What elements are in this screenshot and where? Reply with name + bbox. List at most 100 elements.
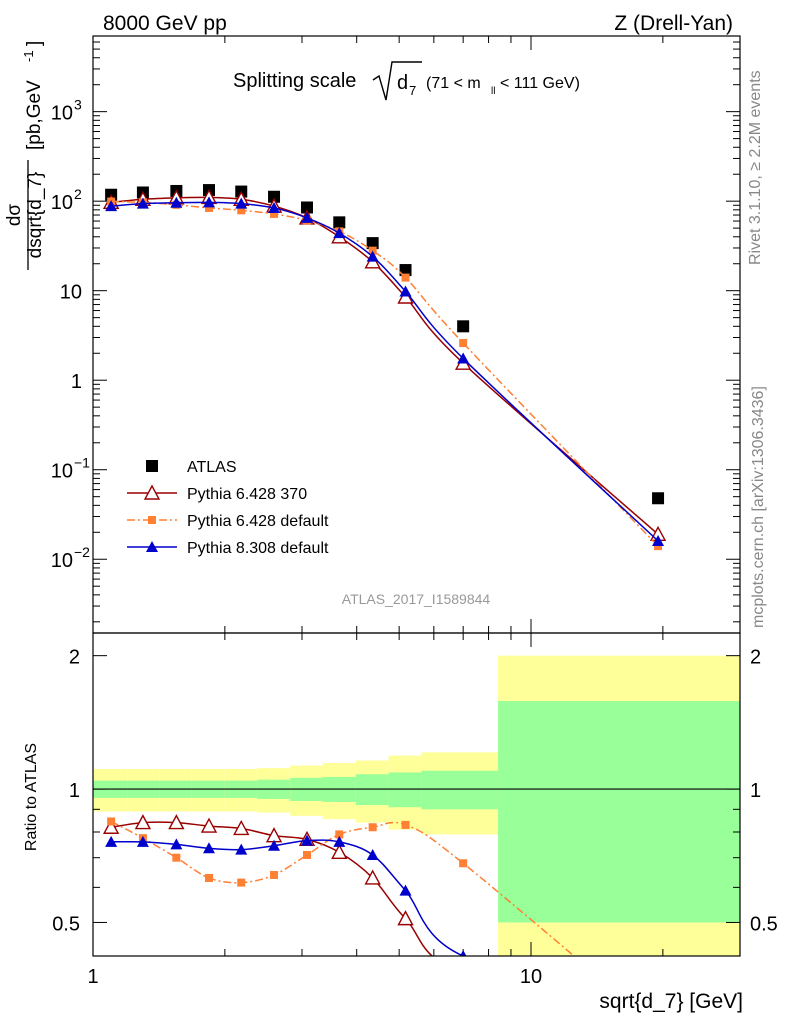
x-axis-label: sqrt{d_7} [GeV] (599, 990, 743, 1013)
range-sub: ll (491, 86, 495, 97)
range-post: < 111 GeV) (500, 75, 580, 92)
y-label-num: dσ (4, 204, 25, 227)
ratio-1-point-2 (172, 853, 181, 862)
series-0-point-10 (457, 320, 470, 333)
legend-marker-1 (143, 484, 161, 500)
band-green-11 (498, 701, 740, 923)
series-3-point-10 (457, 352, 470, 364)
ratio-0-point-4 (233, 819, 250, 836)
series-0-point-6 (300, 201, 313, 214)
y-label-unit-close: ] (24, 41, 45, 46)
ratio-1-point-7 (335, 830, 344, 839)
y-tick-label-main-0: 10 (51, 550, 73, 572)
ratio-1-point-8 (368, 823, 377, 832)
y-tick-label-main-1: 10 (51, 461, 73, 483)
y-tick-label-main-exp-1: −1 (74, 455, 90, 471)
ratio-1-point-3 (204, 873, 213, 882)
series-3-point-5 (268, 201, 281, 213)
series-2-point-4 (237, 206, 246, 215)
y-tick-label-ratio-right-2: 2 (750, 647, 761, 669)
series-3-point-3 (202, 196, 215, 208)
plot-title: Splitting scale d 7 (71 < m ll < 111 GeV… (233, 61, 580, 101)
ratio-2-point-4 (235, 843, 248, 855)
ratio-1-point-6 (302, 850, 311, 859)
y-tick-label-ratio-left-0: 0.5 (52, 913, 80, 935)
x-tick-label-0: 1 (87, 966, 98, 988)
mcplots-label: mcplots.cern.ch [arXiv:1306.3436] (750, 386, 767, 628)
plot-title-main: Splitting scale (233, 70, 356, 92)
series-3-point-4 (235, 197, 248, 209)
ratio-2-point-0 (105, 835, 118, 847)
ratio-1-point-4 (237, 878, 246, 887)
ratio-2-point-8 (366, 848, 379, 860)
ratio-series-clipped (102, 814, 576, 956)
ratio-2-point-3 (202, 842, 215, 854)
ratio-uncertainty-bands (93, 655, 740, 956)
ratio-0-point-8 (364, 869, 381, 885)
y-label-unit: [pb,GeV (24, 80, 45, 150)
y-tick-label-main-4: 10 (51, 192, 73, 214)
y-tick-label-main-3: 10 (60, 282, 82, 304)
series-0-point-5 (268, 190, 281, 203)
y-tick-label-ratio-left-1: 1 (69, 780, 80, 802)
series-0-point-7 (333, 216, 346, 229)
x-tick-label-1: 10 (520, 966, 542, 988)
sqrt-sub: 7 (409, 83, 416, 98)
series-3-point-2 (170, 196, 183, 208)
ratio-0-point-9 (397, 910, 414, 926)
series-2-point-10 (459, 339, 468, 348)
legend-label-2: Pythia 6.428 default (187, 513, 329, 530)
y-axis-label-top: dσ dsqrt{d_7} [pb,GeV -1 ] (4, 41, 46, 270)
ratio-plot-frame (92, 632, 741, 957)
y-tick-label-ratio-right-1: 1 (750, 780, 761, 802)
series-3-point-6 (300, 211, 313, 223)
range-pre: (71 < m (426, 75, 481, 92)
y-tick-label-main-exp-5: 3 (74, 97, 82, 113)
ratio-2-point-5 (268, 839, 281, 851)
series-2-point-11 (654, 542, 663, 551)
ratio-2-point-2 (170, 838, 183, 850)
series-3-point-9 (399, 285, 412, 297)
y-label-unit-exp: -1 (21, 50, 36, 62)
ratio-2-point-1 (136, 835, 149, 847)
ratio-2-point-6 (300, 834, 313, 846)
legend-label-0: ATLAS (187, 459, 237, 476)
ratio-2-point-7 (333, 835, 346, 847)
ratio-plot-series (102, 814, 576, 956)
header-left: 8000 GeV pp (103, 12, 227, 35)
main-plot-series (102, 184, 667, 551)
y-tick-label-main-exp-0: −2 (74, 544, 90, 560)
ratio-0-point-2 (168, 814, 185, 830)
series-2-point-9 (401, 273, 410, 282)
y-tick-label-ratio-right-0: 0.5 (750, 913, 778, 935)
ratio-0-point-0 (102, 818, 120, 834)
legend-marker-3 (146, 541, 158, 552)
ratio-2-point-10 (459, 950, 467, 956)
ratio-0-point-7 (331, 843, 348, 859)
series-0-point-9 (399, 264, 412, 277)
ratio-1-point-0 (107, 817, 116, 826)
series-2-point-5 (270, 209, 279, 218)
y-axis-label-ratio: Ratio to ATLAS (23, 743, 40, 851)
series-3-point-8 (366, 250, 379, 262)
series-0-point-11 (652, 492, 665, 505)
series-3-point-0 (105, 200, 118, 212)
legend-label-1: Pythia 6.428 370 (187, 486, 307, 503)
header-right: Z (Drell-Yan) (614, 12, 733, 35)
series-3-point-1 (136, 197, 149, 209)
series-2-point-3 (204, 203, 213, 212)
ratio-1-point-10 (459, 859, 468, 868)
ratio-0-point-1 (134, 814, 152, 830)
legend-marker-0 (146, 460, 158, 472)
band-green-8 (355, 774, 389, 806)
rivet-label: Rivet 3.1.10, ≥ 2.2M events (747, 70, 764, 265)
y-tick-label-ratio-left-2: 2 (69, 647, 80, 669)
analysis-tag: ATLAS_2017_I1589844 (342, 591, 491, 607)
y-tick-label-main-exp-4: 2 (74, 186, 82, 202)
series-3-point-7 (333, 227, 346, 239)
band-green-9 (388, 772, 422, 808)
y-label-den: dsqrt{d_7} (25, 172, 46, 259)
sqrt-arg: d (397, 72, 408, 94)
